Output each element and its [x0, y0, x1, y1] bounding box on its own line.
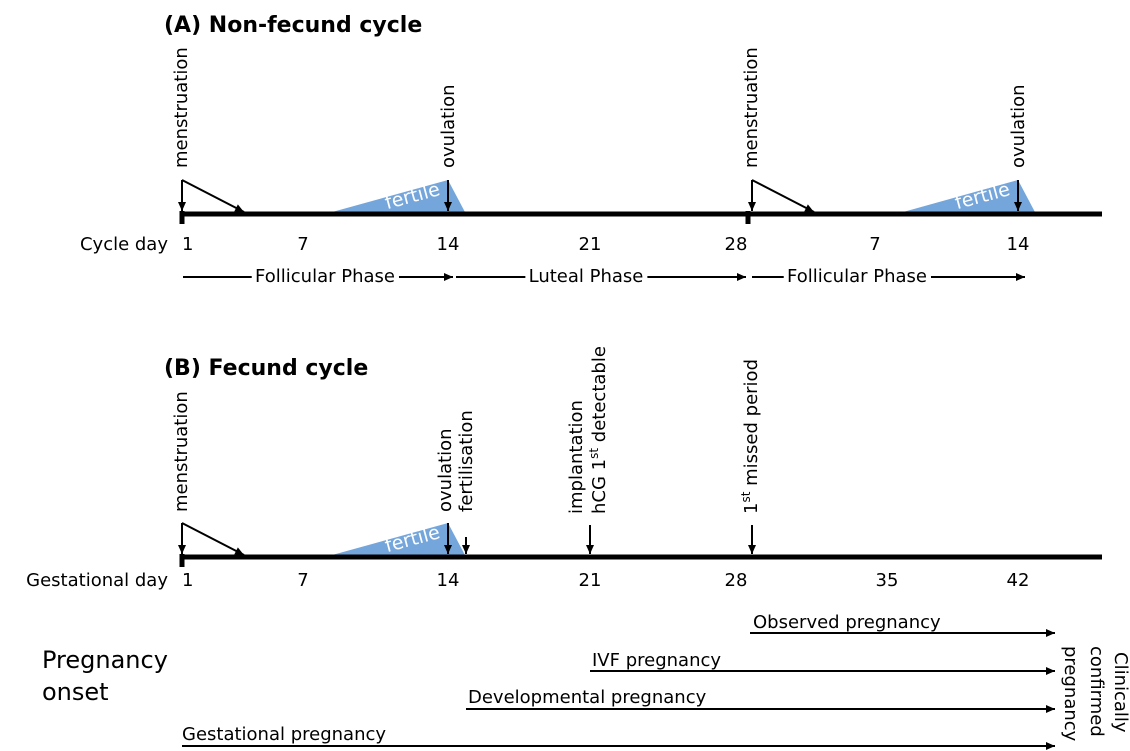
- tick-label: 28: [725, 570, 748, 591]
- event-label: 1st missed period: [739, 359, 763, 514]
- onset-label: Pregnancy: [42, 646, 168, 674]
- panel-title: (B) Fecund cycle: [164, 356, 368, 381]
- endpoint-label: confirmed: [1086, 646, 1107, 737]
- tick-label: 7: [297, 570, 308, 591]
- arrow: [751, 179, 815, 213]
- text: detectable: [589, 346, 610, 448]
- event-label: menstruation: [171, 391, 192, 512]
- fertile-window: [325, 523, 466, 557]
- onset-label: onset: [42, 678, 109, 706]
- tick-label: 21: [579, 570, 602, 591]
- phase-label: Follicular Phase: [255, 266, 395, 287]
- phase-label: Follicular Phase: [787, 266, 927, 287]
- tick-label: 7: [297, 234, 308, 255]
- tick-label: 14: [1007, 234, 1030, 255]
- panel-title: (A) Non-fecund cycle: [164, 13, 422, 38]
- fertile-window: [325, 180, 466, 214]
- event-label: fertilisation: [456, 410, 477, 512]
- event-label: menstruation: [741, 47, 762, 168]
- endpoint-label: Clinically: [1110, 652, 1130, 733]
- text: missed period: [741, 359, 762, 492]
- event-label: menstruation: [171, 47, 192, 168]
- tick-label: 28: [725, 234, 748, 255]
- event-label: ovulation: [435, 428, 456, 512]
- pregnancy-type: IVF pregnancy: [592, 650, 721, 671]
- endpoint-label: pregnancy: [1060, 646, 1081, 742]
- axis-label: Cycle day: [80, 234, 168, 255]
- arrow: [181, 522, 245, 556]
- tick-label: 1: [182, 234, 193, 255]
- event-label: hCG 1st detectable: [587, 346, 611, 514]
- tick-label: 14: [437, 234, 460, 255]
- axis-label: Gestational day: [26, 570, 168, 591]
- tick-label: 7: [869, 234, 880, 255]
- pregnancy-type: Developmental pregnancy: [468, 687, 707, 708]
- pregnancy-type: Observed pregnancy: [753, 612, 941, 633]
- superscript: st: [739, 491, 753, 502]
- text: 1: [741, 503, 762, 514]
- tick-label: 42: [1007, 570, 1030, 591]
- text: hCG 1: [589, 459, 610, 514]
- tick-label: 35: [876, 570, 899, 591]
- arrow: [181, 179, 245, 213]
- event-label: implantation: [566, 400, 587, 514]
- tick-label: 1: [182, 570, 193, 591]
- event-label: ovulation: [438, 84, 459, 168]
- fertile-window: [896, 180, 1036, 214]
- pregnancy-type: Gestational pregnancy: [182, 724, 386, 745]
- tick-label: 14: [437, 570, 460, 591]
- phase-label: Luteal Phase: [529, 266, 644, 287]
- superscript: st: [587, 448, 601, 459]
- event-label: ovulation: [1008, 84, 1029, 168]
- tick-label: 21: [579, 234, 602, 255]
